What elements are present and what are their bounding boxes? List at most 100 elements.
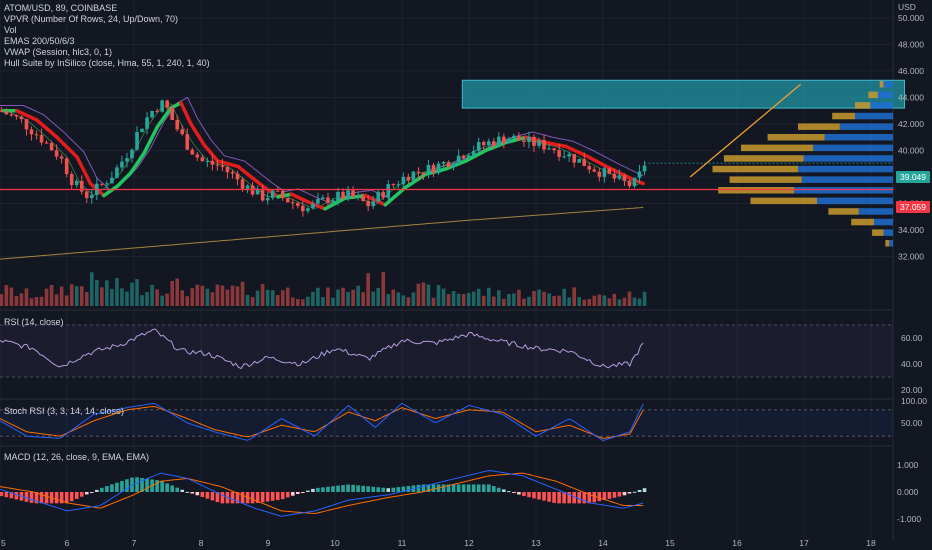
macd-histogram-bar <box>54 492 59 504</box>
indicator-vwap[interactable]: VWAP (Session, hlc3, 0, 1) <box>4 47 113 57</box>
volume-bar <box>245 294 250 306</box>
rsi-tick: 60.00 <box>901 333 923 343</box>
stoch-d-line <box>0 405 644 439</box>
hull-segment <box>638 180 645 186</box>
macd-histogram-bar <box>195 492 200 496</box>
chart-legend: ATOM/USD, 89, COINBASE VPVR (Number Of R… <box>4 3 210 69</box>
vp-up-bar <box>824 134 893 141</box>
candle-body <box>140 128 144 133</box>
macd-histogram-bar <box>522 492 526 497</box>
volume-bar <box>351 289 355 306</box>
time-tick: 13 <box>531 538 541 548</box>
macd-histogram-bar <box>215 492 220 503</box>
macd-histogram-bar <box>527 492 531 498</box>
macd-histogram-bar <box>346 484 350 492</box>
macd-histogram-bar <box>240 492 245 504</box>
macd-histogram-bar <box>597 492 602 502</box>
candle-body <box>441 162 446 164</box>
volume-bar <box>185 296 190 306</box>
indicator-vpvr[interactable]: VPVR (Number Of Rows, 24, Up/Down, 70) <box>4 14 179 24</box>
candle-body <box>290 202 295 204</box>
candle-body <box>336 191 340 201</box>
vp-up-bar <box>883 81 893 88</box>
volume-bar <box>69 284 74 306</box>
macd-histogram-bar <box>356 485 360 492</box>
volume-bar <box>476 288 481 306</box>
macd-histogram-bar <box>84 492 89 495</box>
volume-bar <box>577 297 582 306</box>
volume-bar <box>557 295 561 306</box>
candle-body <box>160 100 164 112</box>
vp-down-bar <box>718 187 795 194</box>
vp-down-bar <box>855 102 871 109</box>
volume-bar <box>517 289 521 306</box>
stoch-label[interactable]: Stoch RSI (3, 3, 14, 14, close) <box>4 406 125 416</box>
last-price-tag: 39.049 <box>896 171 930 183</box>
candle-body <box>64 158 69 175</box>
volume-bar <box>356 285 360 306</box>
candle-body <box>316 199 320 204</box>
vp-down-bar <box>741 144 814 152</box>
macd-histogram-bar <box>235 492 240 504</box>
candle-body <box>195 154 200 158</box>
volume-bar <box>451 291 456 306</box>
candle-body <box>275 190 280 192</box>
macd-histogram-bar <box>476 484 481 492</box>
candle-body <box>4 111 9 115</box>
volume-bar <box>270 290 275 306</box>
candle-body <box>260 188 265 201</box>
volume-bar <box>230 285 235 306</box>
price-tick: 32.000 <box>898 252 924 262</box>
macd-label[interactable]: MACD (12, 26, close, 9, EMA, EMA) <box>4 452 150 462</box>
candle-body <box>522 140 526 142</box>
macd-histogram-bar <box>517 492 521 495</box>
volume-bar <box>371 291 375 306</box>
volume-bar <box>175 278 180 306</box>
candle-body <box>280 190 285 199</box>
volume-bar <box>290 297 295 306</box>
time-tick: 17 <box>799 538 809 548</box>
volume-bar <box>155 289 159 306</box>
candle-body <box>587 166 592 170</box>
indicator-vol[interactable]: Vol <box>4 25 17 35</box>
indicator-emas[interactable]: EMAS 200/50/6/3 <box>4 36 75 46</box>
candle-body <box>54 150 59 157</box>
volume-bar <box>306 296 310 306</box>
volume-bar <box>170 280 174 306</box>
candle-body <box>155 110 159 112</box>
volume-bar <box>130 282 134 306</box>
indicator-hull[interactable]: Hull Suite by InSilico (close, Hma, 55, … <box>4 58 210 68</box>
price-tick: 40.000 <box>898 146 924 156</box>
candle-body <box>567 154 571 157</box>
candle-body <box>637 171 642 178</box>
macd-histogram-bar <box>185 491 190 493</box>
candle-body <box>125 158 129 162</box>
candle-body <box>331 200 335 203</box>
macd-histogram-bar <box>481 484 486 492</box>
candle-body <box>44 142 49 144</box>
macd-histogram-bar <box>170 485 174 492</box>
trendline <box>689 83 802 178</box>
stoch-tick: 50.00 <box>901 418 923 428</box>
time-tick: 6 <box>65 538 70 548</box>
macd-histogram-bar <box>64 492 69 504</box>
macd-histogram-bar <box>105 486 109 492</box>
macd-histogram-bar <box>135 477 139 492</box>
symbol-title[interactable]: ATOM/USD, 89, COINBASE <box>4 3 118 13</box>
vp-up-bar <box>803 155 893 162</box>
volume-bar <box>346 292 350 306</box>
candle-body <box>24 119 29 130</box>
candle-body <box>366 201 370 207</box>
macd-histogram-bar <box>190 492 195 494</box>
volume-bar <box>461 294 466 306</box>
time-tick: 15 <box>665 538 675 548</box>
candle-body <box>321 197 325 200</box>
macd-histogram-bar <box>331 486 335 492</box>
candle-body <box>341 191 345 199</box>
volume-bar <box>296 298 300 306</box>
time-tick: 12 <box>464 538 474 548</box>
volume-bar <box>406 297 411 306</box>
candle-body <box>49 142 54 151</box>
rsi-label[interactable]: RSI (14, close) <box>4 317 64 327</box>
